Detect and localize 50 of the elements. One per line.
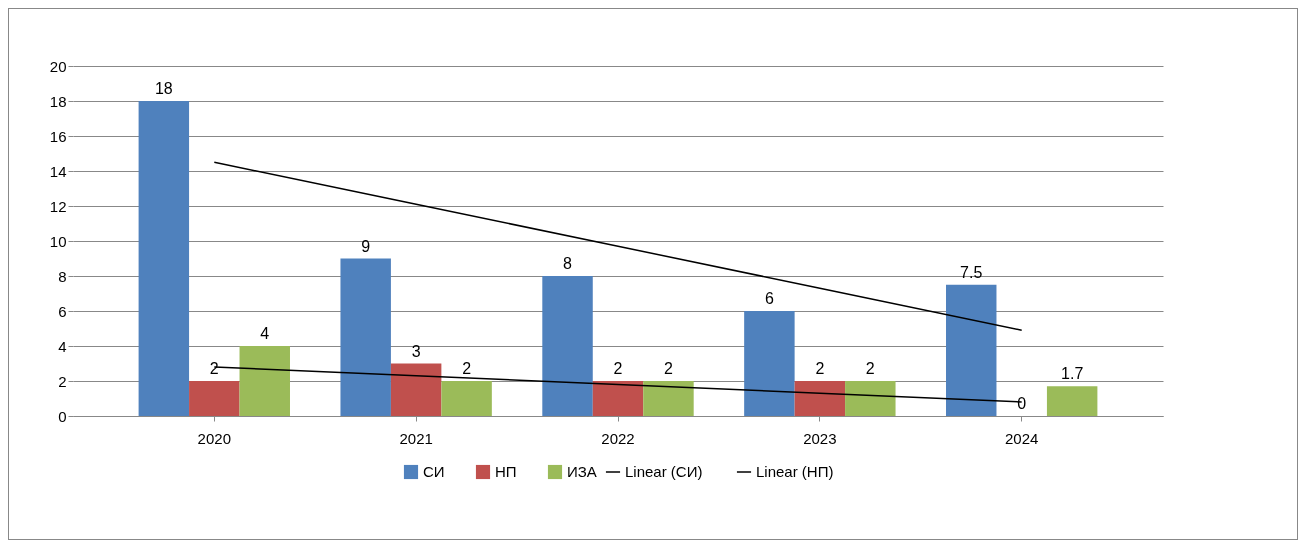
legend-label: СИ [423,463,445,480]
bar [1046,386,1098,416]
x-tick-label: 2022 [601,429,635,447]
y-tick-label: 4 [58,337,67,355]
y-tick-label: 12 [49,197,67,215]
data-label: 2 [209,360,219,377]
data-label: 1.7 [1061,365,1084,383]
bar [138,101,190,416]
legend-label: ИЗА [567,463,597,480]
y-tick-label: 6 [58,302,67,320]
y-tick-label: 8 [58,267,67,285]
y-tick-label: 14 [49,162,67,180]
bar [643,381,694,416]
data-label: 8 [563,255,573,272]
data-label: 6 [764,290,774,307]
y-tick-label: 18 [49,92,67,110]
data-label: 18 [154,80,173,97]
data-label: 2 [664,360,674,377]
bar [845,381,896,416]
bar [390,363,442,416]
bar [744,311,795,416]
legend-label: Linear (СИ) [625,463,703,480]
legend-label: Linear (НП) [756,463,834,480]
y-tick-label: 16 [49,127,67,145]
data-label: 2 [815,360,825,377]
data-label: 2 [865,360,875,377]
bar [592,381,644,416]
y-tick-label: 10 [49,232,67,250]
x-tick-label: 2021 [399,429,433,447]
x-tick-label: 2020 [197,429,231,447]
data-label: 2 [613,360,623,377]
bar [794,381,846,416]
bar [946,284,997,416]
bar [189,381,240,416]
legend-label: НП [495,463,517,480]
bar [239,346,290,416]
data-label: 7.5 [960,263,983,281]
y-tick-label: 0 [58,407,67,425]
x-tick-label: 2023 [803,429,837,447]
bar [441,381,492,416]
y-tick-label: 20 [49,57,67,75]
data-label: 9 [361,237,371,255]
data-label: 0 [1017,395,1027,412]
data-label: 2 [462,360,472,377]
bar [542,276,593,416]
data-label: 3 [411,342,421,360]
x-tick-label: 2024 [1005,429,1039,447]
bar [340,258,391,416]
data-label: 4 [260,325,270,342]
y-tick-label: 2 [58,372,67,390]
